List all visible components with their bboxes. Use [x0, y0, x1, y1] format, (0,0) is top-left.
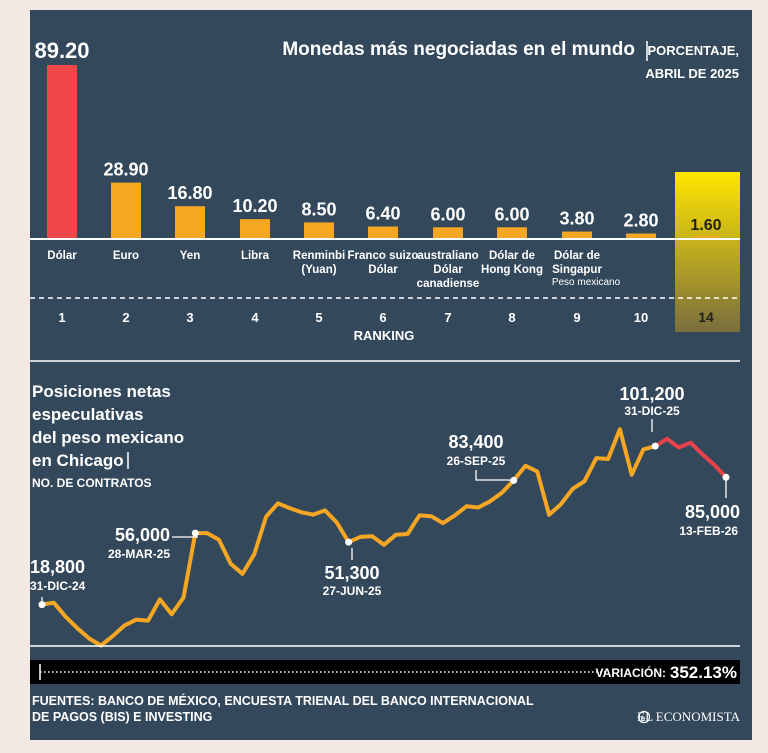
- category-label-2: Euro: [113, 250, 139, 262]
- annotation-point-4: [510, 476, 518, 484]
- bar-value-label-10: 2.80: [623, 211, 658, 231]
- category-label-7: canadiense: [417, 278, 480, 290]
- bar-value-label-9: 3.80: [559, 209, 594, 229]
- brand-logo-glyph: e: [641, 714, 646, 723]
- variation-value: 352.13%: [670, 663, 737, 682]
- bar-value-label-7: 6.00: [430, 204, 465, 224]
- category-label-5: (Yuan): [301, 264, 336, 276]
- rank-label-5: 5: [315, 310, 322, 325]
- bar-chart-bars: 89.20 Dólar 1 28.90 Euro 2 16.80 Yen 3 10.20 Libra…: [34, 38, 721, 325]
- annotation-value-3: 51,300: [324, 563, 379, 583]
- rank-label-9: 9: [573, 310, 580, 325]
- category-label-6: Dólar: [368, 264, 398, 276]
- bar-9: [562, 231, 592, 239]
- annotation-leader-4: [475, 470, 514, 482]
- rank-label-10: 10: [634, 310, 648, 325]
- category-label-1: Dólar: [47, 250, 77, 262]
- source-line2: DE PAGOS (BIS) E INVESTING: [32, 710, 212, 724]
- category-label-7: australiano: [417, 250, 478, 262]
- bar-8: [497, 227, 527, 239]
- annotation-date-4: 26-SEP-25: [447, 454, 506, 468]
- annotation-value-4: 83,400: [448, 432, 503, 452]
- bar-5: [304, 222, 334, 239]
- category-label-8: Dólar de: [489, 250, 535, 262]
- annotation-point-6: [722, 473, 730, 481]
- annotation-value-6: 85,000: [685, 502, 740, 522]
- rank-label-2: 2: [122, 310, 129, 325]
- bar-value-label-11: 1.60: [690, 217, 721, 234]
- annotation-value-5: 101,200: [619, 384, 684, 404]
- rank-label-1: 1: [58, 310, 65, 325]
- bar-value-label-6: 6.40: [365, 204, 400, 224]
- bar-chart-subtitle-line1: PORCENTAJE,: [648, 43, 740, 58]
- variation-label: VARIACIÓN:: [596, 665, 666, 680]
- category-label-8: Hong Kong: [481, 264, 543, 276]
- series-line-red: [653, 436, 728, 480]
- bar-value-label-1: 89.20: [34, 38, 89, 63]
- category-label-4: Libra: [241, 250, 270, 262]
- ranking-axis-label: RANKING: [354, 328, 415, 343]
- category-label-9: Singapur: [552, 264, 602, 276]
- bar-chart-subtitle-line2: ABRIL DE 2025: [645, 66, 739, 81]
- category-label-9: Dólar de: [554, 250, 600, 262]
- bar-11: [692, 235, 720, 239]
- category-label-3: Yen: [180, 250, 200, 262]
- bar-6: [368, 226, 398, 239]
- line-chart-title-line1: Posiciones netas: [32, 382, 171, 401]
- bar-7: [433, 227, 463, 239]
- line-chart-subtitle: NO. DE CONTRATOS: [32, 476, 152, 490]
- line-chart-title-line4: en Chicago: [32, 451, 124, 470]
- line-chart: 18,800 31-DIC-24 56,000 28-MAR-25 51,30027-J…: [30, 384, 740, 648]
- line-chart-title-line2: especulativas: [32, 405, 144, 424]
- bar-10: [626, 233, 656, 239]
- chart-canvas: Monedas más negociadas en el mundo PORCE…: [30, 38, 741, 724]
- annotation-point-2: [191, 529, 199, 537]
- rank-label-6: 6: [379, 310, 386, 325]
- category-label-11: Peso mexicano: [552, 277, 621, 288]
- bar-2: [111, 182, 141, 239]
- annotation-date-5: 31-DIC-25: [624, 404, 680, 418]
- line-chart-title-line3: del peso mexicano: [32, 428, 184, 447]
- source-line1: FUENTES: BANCO DE MÉXICO, ENCUESTA TRIEN…: [32, 693, 534, 708]
- rank-label-7: 7: [444, 310, 451, 325]
- rank-label-11: 14: [698, 309, 714, 325]
- bar-value-label-8: 6.00: [494, 204, 529, 224]
- annotation-value-2: 56,000: [115, 525, 170, 545]
- annotation-value-1: 18,800: [30, 557, 85, 577]
- annotation-point-3: [345, 538, 353, 546]
- bar-chart-title: Monedas más negociadas en el mundo: [282, 39, 635, 60]
- annotation-date-6: 13-FEB-26: [679, 524, 738, 538]
- annotation-date-3: 27-JUN-25: [323, 584, 382, 598]
- bar-value-label-3: 16.80: [167, 183, 212, 203]
- rank-label-8: 8: [508, 310, 515, 325]
- annotation-point-1: [38, 601, 46, 609]
- highlight-column-peso-mexicano: [675, 172, 740, 332]
- category-label-7: Dólar: [433, 264, 463, 276]
- annotation-date-2: 28-MAR-25: [108, 547, 170, 561]
- rank-label-3: 3: [186, 310, 193, 325]
- bar-value-label-2: 28.90: [103, 160, 148, 180]
- brand-logo-icon: [637, 710, 651, 724]
- bar-3: [175, 206, 205, 239]
- annotation-point-5: [651, 442, 659, 450]
- annotation-date-1: 31-DIC-24: [30, 579, 86, 593]
- brand-name: EL ECONOMISTA: [637, 709, 740, 724]
- bar-4: [240, 219, 270, 239]
- bar-1: [47, 65, 77, 239]
- category-label-6: Franco suizo: [348, 250, 419, 262]
- rank-label-4: 4: [251, 310, 259, 325]
- category-label-5: Renminbi: [293, 250, 345, 262]
- bar-value-label-4: 10.20: [232, 196, 277, 216]
- bar-value-label-5: 8.50: [301, 199, 336, 219]
- infographic-card: Monedas más negociadas en el mundo PORCE…: [30, 10, 752, 740]
